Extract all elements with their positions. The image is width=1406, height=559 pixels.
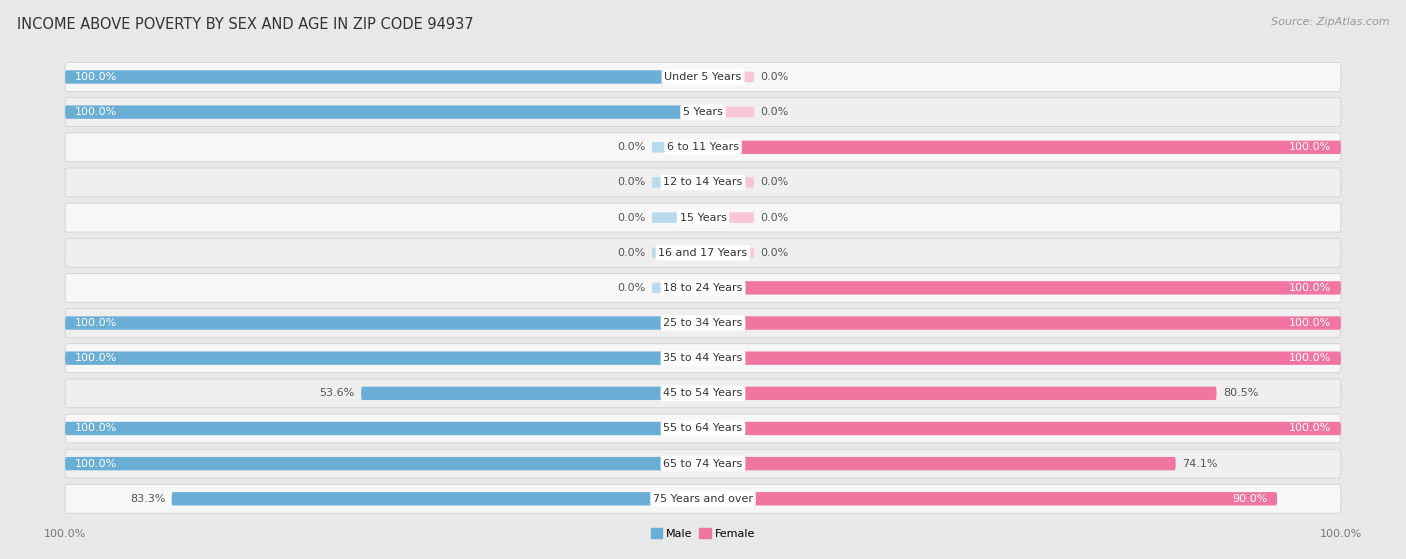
Text: 53.6%: 53.6% [319,389,354,399]
Text: 74.1%: 74.1% [1182,458,1218,468]
FancyBboxPatch shape [652,177,703,188]
FancyBboxPatch shape [703,141,1341,154]
FancyBboxPatch shape [703,387,1216,400]
Text: 100.0%: 100.0% [1289,353,1331,363]
FancyBboxPatch shape [65,63,1341,92]
FancyBboxPatch shape [65,344,1341,373]
Text: 100.0%: 100.0% [75,353,117,363]
FancyBboxPatch shape [65,316,703,330]
FancyBboxPatch shape [65,457,703,470]
FancyBboxPatch shape [65,422,703,435]
FancyBboxPatch shape [703,72,754,82]
Legend: Male, Female: Male, Female [647,525,759,542]
FancyBboxPatch shape [703,212,754,223]
FancyBboxPatch shape [65,70,703,84]
Text: 55 to 64 Years: 55 to 64 Years [664,424,742,433]
FancyBboxPatch shape [65,449,1341,478]
Text: 100.0%: 100.0% [75,458,117,468]
Text: 100.0%: 100.0% [75,107,117,117]
Text: 5 Years: 5 Years [683,107,723,117]
FancyBboxPatch shape [652,142,703,153]
Text: 65 to 74 Years: 65 to 74 Years [664,458,742,468]
Text: 0.0%: 0.0% [617,143,645,152]
Text: 75 Years and over: 75 Years and over [652,494,754,504]
Text: 0.0%: 0.0% [617,248,645,258]
FancyBboxPatch shape [65,309,1341,338]
FancyBboxPatch shape [65,98,1341,126]
Text: 0.0%: 0.0% [761,72,789,82]
Text: 0.0%: 0.0% [617,212,645,222]
Text: 100.0%: 100.0% [1289,318,1331,328]
FancyBboxPatch shape [703,316,1341,330]
FancyBboxPatch shape [703,352,1341,365]
Text: 16 and 17 Years: 16 and 17 Years [658,248,748,258]
FancyBboxPatch shape [65,133,1341,162]
Text: 100.0%: 100.0% [75,72,117,82]
Text: INCOME ABOVE POVERTY BY SEX AND AGE IN ZIP CODE 94937: INCOME ABOVE POVERTY BY SEX AND AGE IN Z… [17,17,474,32]
Text: 25 to 34 Years: 25 to 34 Years [664,318,742,328]
Text: 0.0%: 0.0% [761,107,789,117]
Text: 45 to 54 Years: 45 to 54 Years [664,389,742,399]
FancyBboxPatch shape [361,387,703,400]
Text: 90.0%: 90.0% [1232,494,1268,504]
FancyBboxPatch shape [703,281,1341,295]
FancyBboxPatch shape [652,283,703,293]
Text: 100.0%: 100.0% [75,424,117,433]
FancyBboxPatch shape [65,238,1341,267]
Text: 0.0%: 0.0% [617,177,645,187]
FancyBboxPatch shape [65,203,1341,232]
FancyBboxPatch shape [65,168,1341,197]
Text: Source: ZipAtlas.com: Source: ZipAtlas.com [1271,17,1389,27]
FancyBboxPatch shape [703,492,1277,505]
Text: 100.0%: 100.0% [75,318,117,328]
FancyBboxPatch shape [65,484,1341,513]
Text: 100.0%: 100.0% [1289,143,1331,152]
FancyBboxPatch shape [652,248,703,258]
Text: 6 to 11 Years: 6 to 11 Years [666,143,740,152]
Text: 80.5%: 80.5% [1223,389,1258,399]
FancyBboxPatch shape [703,457,1175,470]
Text: 0.0%: 0.0% [617,283,645,293]
FancyBboxPatch shape [65,414,1341,443]
Text: 18 to 24 Years: 18 to 24 Years [664,283,742,293]
FancyBboxPatch shape [65,352,703,365]
Text: 100.0%: 100.0% [1289,283,1331,293]
Text: 15 Years: 15 Years [679,212,727,222]
Text: 0.0%: 0.0% [761,248,789,258]
Text: 0.0%: 0.0% [761,177,789,187]
FancyBboxPatch shape [65,106,703,119]
FancyBboxPatch shape [65,379,1341,408]
Text: 83.3%: 83.3% [129,494,166,504]
Text: 12 to 14 Years: 12 to 14 Years [664,177,742,187]
FancyBboxPatch shape [172,492,703,505]
FancyBboxPatch shape [703,248,754,258]
Text: 35 to 44 Years: 35 to 44 Years [664,353,742,363]
FancyBboxPatch shape [703,107,754,117]
Text: Under 5 Years: Under 5 Years [665,72,741,82]
FancyBboxPatch shape [703,177,754,188]
FancyBboxPatch shape [65,273,1341,302]
FancyBboxPatch shape [703,422,1341,435]
Text: 0.0%: 0.0% [761,212,789,222]
Text: 100.0%: 100.0% [1289,424,1331,433]
FancyBboxPatch shape [652,212,703,223]
